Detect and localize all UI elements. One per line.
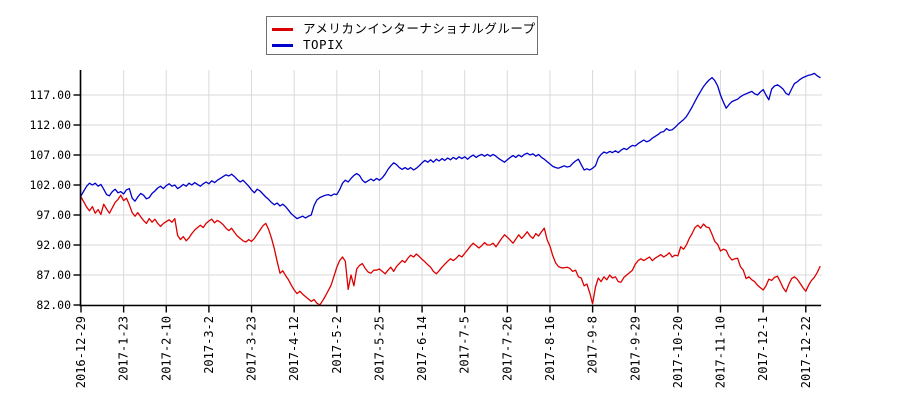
blue-series-swatch — [272, 43, 293, 47]
axis-tick-labels: 117.00 112.00 107.00 102.00 97.00 92.00 87.00 8… — [29, 88, 812, 388]
y-tick-label: 92.00 — [36, 238, 71, 252]
x-tick-label: 2016-12-29 — [74, 316, 88, 388]
x-tick-label: 2017-1-23 — [117, 316, 131, 381]
topix-series-line — [80, 72, 821, 220]
y-tick-label: 97.00 — [36, 208, 71, 222]
x-tick-label: 2017-6-14 — [415, 316, 429, 381]
legend-label-topix: TOPIX — [303, 37, 344, 52]
y-tick-label: 112.00 — [29, 118, 71, 132]
x-tick-label: 2017-12-1 — [756, 316, 770, 381]
legend-item-aig: アメリカンインターナショナルグループ — [267, 21, 537, 37]
x-tick-label: 2017-12-22 — [799, 316, 813, 388]
y-tick-label: 107.00 — [29, 148, 71, 162]
gridlines — [80, 70, 822, 306]
y-tick-label: 82.00 — [36, 298, 71, 312]
red-series-swatch — [272, 27, 293, 31]
x-tick-label: 2017-5-25 — [372, 316, 386, 381]
x-tick-label: 2017-5-2 — [330, 316, 344, 374]
x-tick-label: 2017-9-29 — [628, 316, 642, 381]
x-tick-label: 2017-7-5 — [458, 316, 472, 374]
x-tick-label: 2017-3-2 — [202, 316, 216, 374]
x-tick-label: 2017-4-12 — [287, 316, 301, 381]
x-tick-label: 2017-3-23 — [245, 316, 259, 381]
legend-label-aig: アメリカンインターナショナルグループ — [303, 21, 536, 36]
axis-spines — [79, 70, 821, 307]
x-tick-label: 2017-8-16 — [543, 316, 557, 381]
aig-series-line — [80, 194, 821, 306]
y-tick-label: 102.00 — [29, 178, 71, 192]
x-tick-label: 2017-2-10 — [159, 316, 173, 381]
series-lines — [80, 72, 821, 306]
y-tick-label: 87.00 — [36, 268, 71, 282]
x-tick-label: 2017-11-10 — [714, 316, 728, 388]
y-tick-label: 117.00 — [29, 88, 71, 102]
axis-ticks — [73, 94, 807, 313]
x-tick-label: 2017-9-8 — [586, 316, 600, 374]
legend: アメリカンインターナショナルグループ TOPIX — [266, 16, 538, 55]
x-tick-label: 2017-10-20 — [671, 316, 685, 388]
legend-item-topix: TOPIX — [267, 37, 537, 53]
x-tick-label: 2017-7-26 — [500, 316, 514, 381]
